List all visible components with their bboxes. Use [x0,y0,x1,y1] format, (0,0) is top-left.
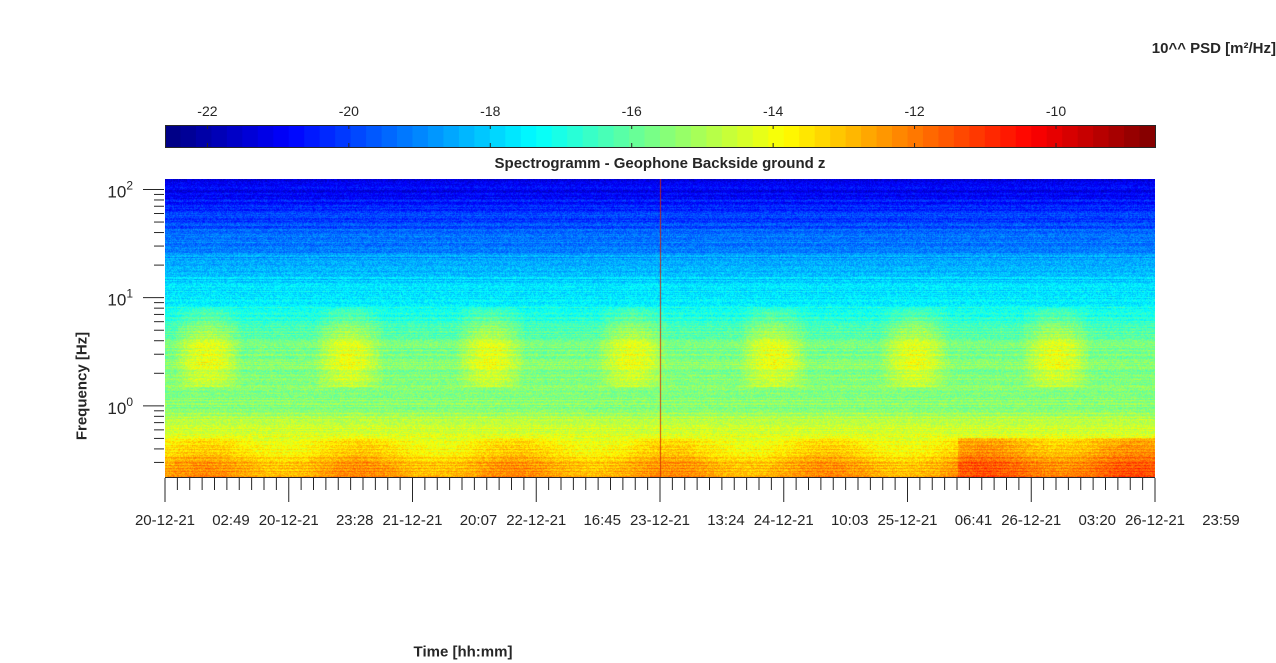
colorbar-gradient [165,125,1156,147]
colorbar-cell [474,125,491,147]
colorbar-frame [165,125,1156,148]
colorbar-cell [1108,125,1125,147]
colorbar-cell [397,125,414,147]
colorbar-cell [505,125,522,147]
colorbar-cell [922,125,940,147]
colorbar-cell [335,125,352,147]
y-axis-label: Frequency [Hz] [73,331,91,441]
colorbar-cell [288,125,305,147]
colorbar-cell [257,125,274,147]
colorbar-cell [195,125,213,147]
colorbar-cell [690,125,708,147]
colorbar-cell [489,125,506,147]
colorbar-cell [165,125,182,147]
colorbar-tick-label: -10 [1046,103,1066,119]
colorbar-cell [644,125,661,147]
colorbar-cell [830,125,847,147]
colorbar-cell [752,125,769,147]
colorbar-cell [1015,125,1032,147]
colorbar-cell [706,125,723,147]
colorbar-cell [953,125,970,147]
colorbar-tick-label: -20 [339,103,359,119]
colorbar-label: 10^^ PSD [m²/Hz] [1151,40,1276,57]
colorbar-cell [582,125,599,147]
colorbar-cell [1093,125,1110,147]
colorbar-tick-label: -12 [904,103,924,119]
colorbar-cell [458,125,475,147]
colorbar-cell [180,125,197,147]
x-axis-label: Time [hh:mm] [413,643,513,661]
colorbar-tick-label: -14 [763,103,783,119]
colorbar-cell [721,125,738,147]
colorbar-cell [443,125,460,147]
colorbar-cell [598,125,615,147]
colorbar-cell [783,125,800,147]
colorbar-cell [876,125,893,147]
colorbar-cell [427,125,445,147]
colorbar-cell [567,125,584,147]
colorbar-cell [536,125,553,147]
colorbar-cell [1031,125,1048,147]
colorbar-cell [520,125,537,147]
colorbar-cell [412,125,429,147]
colorbar-cell [1124,125,1141,147]
colorbar-cell [660,125,677,147]
colorbar-cell [226,125,243,147]
colorbar-tick-label: -16 [622,103,642,119]
colorbar-cell [907,125,924,147]
colorbar-cell [304,125,321,147]
spectrogram-image [165,179,1155,477]
colorbar-cell [273,125,290,147]
colorbar-tick-labels: -22 -20 -18 -16 -14 -12 -10 [197,103,1066,119]
colorbar-cell [892,125,909,147]
colorbar-cell [799,125,816,147]
colorbar-cell [1046,125,1063,147]
colorbar-cell [938,125,955,147]
colorbar-cell [845,125,862,147]
colorbar-tick-label: -18 [480,103,500,119]
colorbar-cell [814,125,831,147]
colorbar-cell [1077,125,1094,147]
colorbar-cell [1000,125,1017,147]
colorbar-cell [629,125,646,147]
colorbar-cell [969,125,986,147]
colorbar-cell [1139,125,1156,147]
colorbar-cell [211,125,228,147]
colorbar-cell [768,125,785,147]
colorbar-cell [861,125,878,147]
colorbar-cell [242,125,259,147]
colorbar-tick-label: -22 [197,103,217,119]
colorbar-cell [381,125,398,147]
colorbar-cell [737,125,754,147]
chart-title: Spectrogramm - Geophone Backside ground … [494,155,826,172]
colorbar-cell [675,125,692,147]
colorbar-cell [319,125,336,147]
colorbar-ticks [206,125,1057,147]
colorbar-cell [984,125,1001,147]
colorbar-cell [350,125,367,147]
colorbar-cell [551,125,568,147]
colorbar-cell [1062,125,1079,147]
colorbar-cell [613,125,630,147]
colorbar-cell [366,125,383,147]
